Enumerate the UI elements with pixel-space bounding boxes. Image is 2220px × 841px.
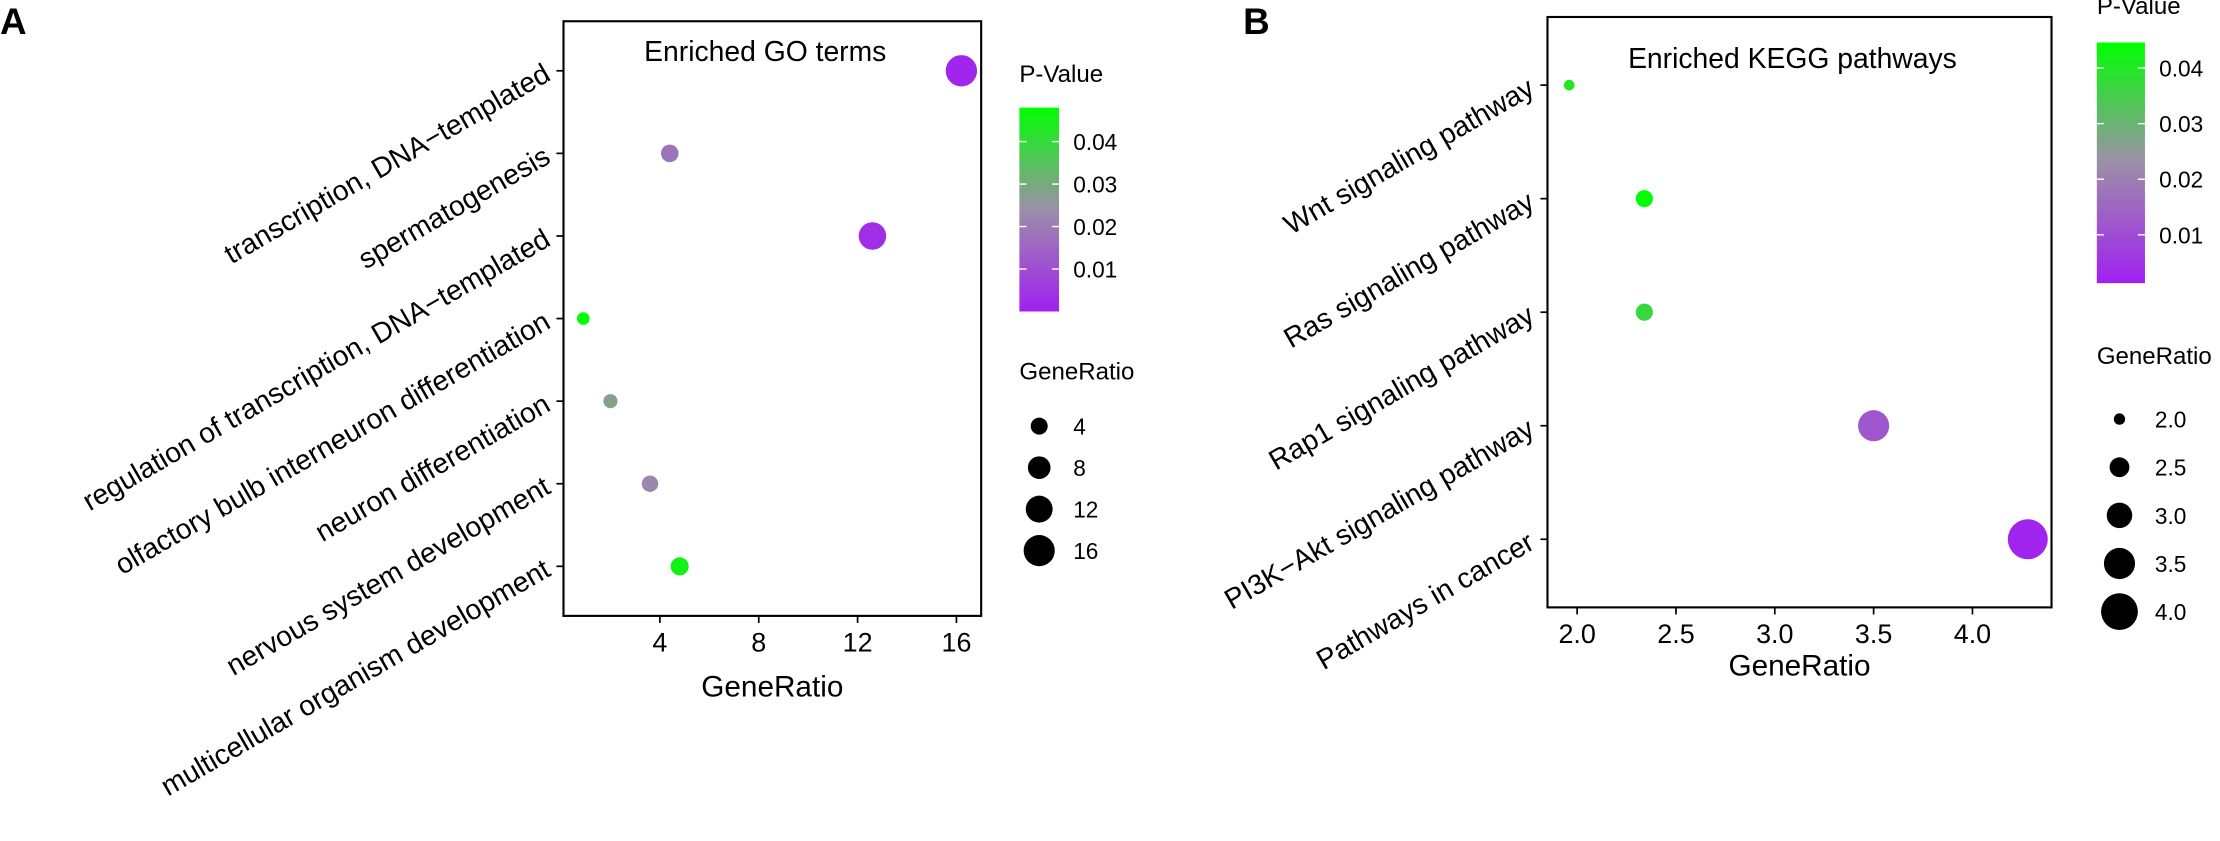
size-legend-label: 4 xyxy=(1073,414,1086,440)
size-legend-dot xyxy=(1025,495,1053,523)
x-tick-label: 3.0 xyxy=(1756,619,1793,649)
colorbar-tick-label: 0.02 xyxy=(2159,167,2203,193)
colorbar-tick-label: 0.02 xyxy=(1073,214,1117,240)
colorbar-tick-label: 0.04 xyxy=(2159,56,2203,82)
x-tick-label: 2.0 xyxy=(1558,619,1595,649)
dot xyxy=(1635,303,1653,321)
size-legend-dot xyxy=(2113,413,2126,425)
colorbar xyxy=(1019,107,1060,312)
x-tick-label: 16 xyxy=(941,627,971,657)
x-tick-label: 12 xyxy=(843,627,873,657)
x-tick-label: 3.5 xyxy=(1855,619,1892,649)
x-tick-label: 2.5 xyxy=(1657,619,1694,649)
size-legend-label: 12 xyxy=(1073,497,1098,523)
dot xyxy=(2007,519,2048,560)
y-tick-label: PI3K−Akt signaling pathway xyxy=(1219,411,1540,615)
colorbar xyxy=(2096,42,2145,284)
plot-frame xyxy=(1546,15,2053,609)
dot xyxy=(1563,79,1575,91)
size-legend-dot xyxy=(2103,547,2136,580)
size-legend-label: 2.0 xyxy=(2155,407,2186,433)
colorbar-title: P-Value xyxy=(1019,61,1103,88)
size-legend-dot xyxy=(2106,502,2133,529)
size-legend-label: 3.5 xyxy=(2155,551,2186,577)
dot xyxy=(641,475,659,492)
dot xyxy=(1858,410,1890,442)
plot-title: Enriched KEGG pathways xyxy=(1628,42,1957,74)
x-tick-label: 8 xyxy=(751,627,766,657)
colorbar-tick-label: 0.01 xyxy=(2159,222,2203,248)
dot xyxy=(858,222,887,250)
size-legend-dot xyxy=(1027,456,1051,479)
x-axis-label: GeneRatio xyxy=(701,671,843,704)
size-legend-dot xyxy=(2101,593,2138,631)
panel-label: B xyxy=(1243,1,1270,42)
dot xyxy=(576,312,590,325)
y-tick-label: neuron differentiation xyxy=(309,387,555,547)
size-legend-label: 4.0 xyxy=(2155,599,2186,625)
size-legend-title: GeneRatio xyxy=(1019,358,1134,385)
x-tick-label: 4.0 xyxy=(1954,619,1991,649)
dot xyxy=(660,144,679,163)
colorbar-tick-label: 0.04 xyxy=(1073,129,1117,155)
colorbar-tick-label: 0.01 xyxy=(1073,257,1117,283)
dot xyxy=(603,394,618,409)
plot-frame xyxy=(562,20,983,617)
size-legend-label: 8 xyxy=(1073,455,1086,481)
size-legend-dot xyxy=(1023,535,1055,567)
dot xyxy=(670,557,689,576)
x-axis-label: GeneRatio xyxy=(1728,649,1870,682)
x-tick-label: 4 xyxy=(652,627,667,657)
size-legend-label: 3.0 xyxy=(2155,503,2186,529)
size-legend-title: GeneRatio xyxy=(2097,343,2212,370)
colorbar-tick-label: 0.03 xyxy=(2159,111,2203,137)
size-legend-dot xyxy=(2109,457,2130,478)
dot xyxy=(945,55,978,87)
dot xyxy=(1635,190,1653,208)
panel-label: A xyxy=(0,1,27,42)
colorbar-tick-label: 0.03 xyxy=(1073,172,1117,198)
size-legend-label: 16 xyxy=(1073,538,1098,564)
size-legend-dot xyxy=(1030,417,1048,435)
plot-title: Enriched GO terms xyxy=(644,35,886,67)
size-legend-label: 2.5 xyxy=(2155,455,2186,481)
colorbar-title: P-Value xyxy=(2097,0,2181,20)
